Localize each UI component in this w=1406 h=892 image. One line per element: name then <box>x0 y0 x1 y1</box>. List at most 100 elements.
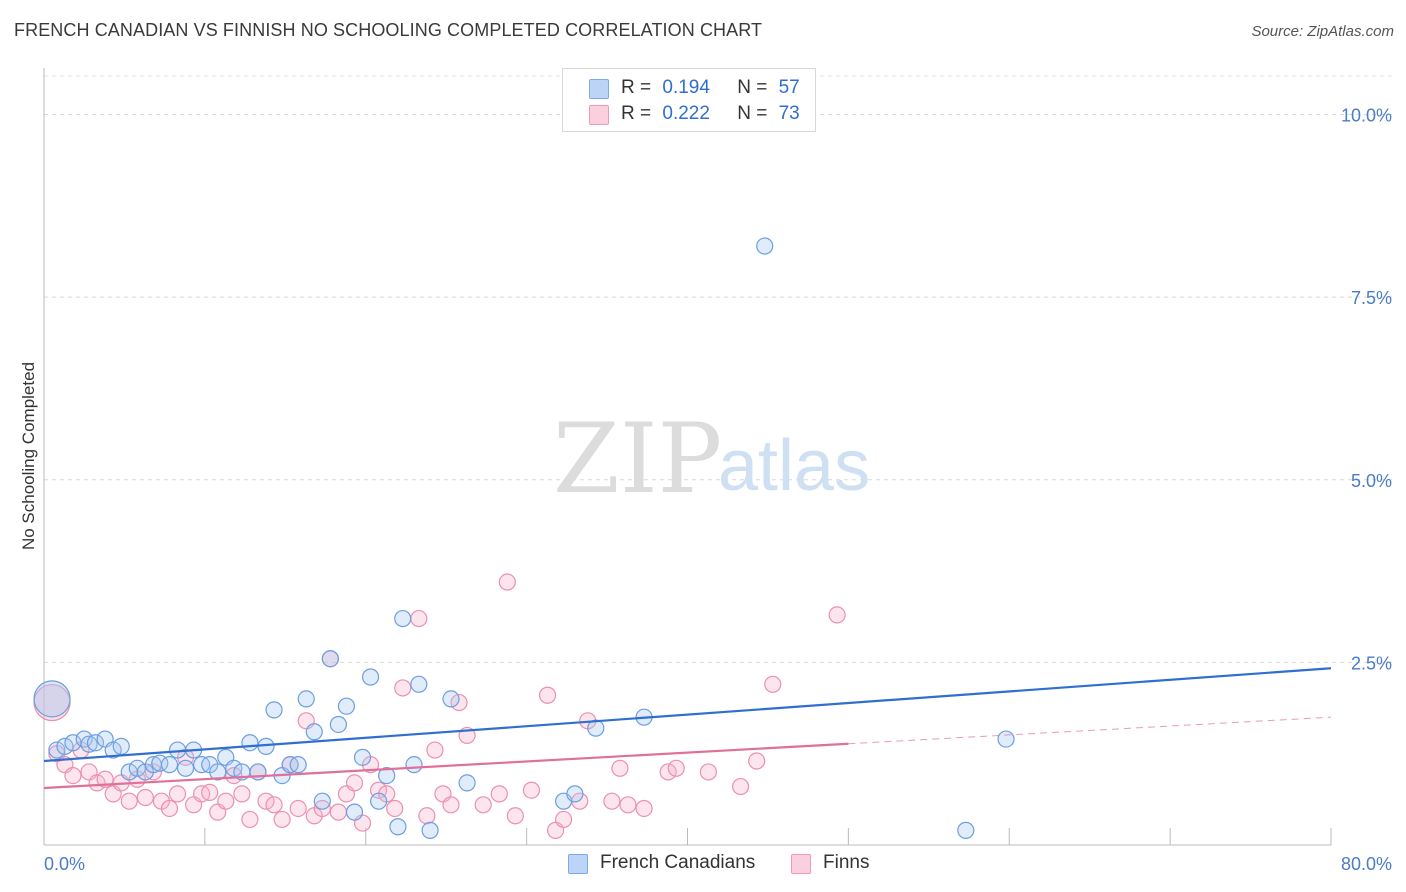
french-point-54 <box>756 237 774 255</box>
x-tick-label-max: 80.0% <box>1341 854 1392 874</box>
french-point-25 <box>241 734 259 752</box>
finns-point-10 <box>120 792 138 810</box>
watermark-zip: ZIP <box>553 403 722 515</box>
finns-point-62 <box>611 759 629 777</box>
french-point-5 <box>80 735 98 753</box>
finns-point-29 <box>273 810 291 829</box>
finns-point-28 <box>265 796 283 814</box>
finns-point-27 <box>257 792 275 810</box>
finns-point-52 <box>490 785 508 803</box>
french-point-34 <box>313 792 331 810</box>
finns-point-65 <box>659 763 677 781</box>
finns-point-69 <box>748 752 766 770</box>
finns-point-34 <box>313 799 331 818</box>
finns-point-56 <box>538 686 557 704</box>
finns-point-51 <box>474 796 492 814</box>
finns-point-31 <box>289 799 307 818</box>
finns-point-16 <box>168 785 187 803</box>
finns-point-43 <box>386 799 404 818</box>
french-point-41 <box>370 792 388 810</box>
french-point-21 <box>209 763 227 781</box>
finns-point-20 <box>201 783 219 802</box>
french-point-8 <box>104 741 122 759</box>
watermark-atlas: atlas <box>718 426 870 506</box>
y-axis-title: No Schooling Completed <box>19 362 38 550</box>
finns-point-36 <box>329 803 348 821</box>
legend-r-label-2: R = <box>621 103 652 124</box>
french-point-2 <box>56 737 74 755</box>
trend-lines <box>43 667 1332 790</box>
x-axis-ticks <box>204 828 1332 845</box>
gridlines <box>44 75 1392 663</box>
finns-point-70 <box>764 675 782 693</box>
french-point-37 <box>337 697 356 715</box>
finns-point-46 <box>426 741 444 759</box>
finns-point-23 <box>225 767 243 785</box>
french-point-32 <box>297 690 315 708</box>
finns-point-12 <box>136 788 154 807</box>
y-tick-labels: 2.5% 5.0% 7.5% 10.0% <box>1341 106 1392 674</box>
legend-n-label-2: N = <box>737 103 768 124</box>
finns-point-24 <box>233 785 251 803</box>
finns-point-68 <box>731 777 750 796</box>
finns-point-49 <box>450 693 468 712</box>
y-tick-label-1: 5.0% <box>1351 471 1392 491</box>
finns-point-54 <box>506 807 524 825</box>
french-point-4 <box>75 730 93 748</box>
finns-points <box>33 573 846 839</box>
finns-point-38 <box>345 774 364 792</box>
finns-point-25 <box>241 810 259 829</box>
legend-n-value-2: 73 <box>778 103 800 124</box>
finns-point-66 <box>667 759 685 777</box>
finns-point-6 <box>88 774 106 792</box>
series-legend: French Canadians Finns <box>0 852 1406 878</box>
y-tick-label-3: 10.0% <box>1341 106 1392 126</box>
trend-line-finns-extension <box>848 716 1332 745</box>
french-points <box>33 237 1015 839</box>
finns-point-64 <box>635 799 653 818</box>
legend-label-finns: Finns <box>823 852 870 873</box>
french-point-38 <box>345 803 364 821</box>
legend-r-value-2: 0.222 <box>662 103 710 124</box>
french-point-40 <box>361 668 380 686</box>
french-point-55 <box>997 730 1015 748</box>
french-point-42 <box>378 767 396 785</box>
finns-point-7 <box>96 770 114 788</box>
french-point-49 <box>458 774 476 792</box>
french-point-39 <box>353 748 372 766</box>
finns-point-44 <box>394 679 412 697</box>
finns-point-3 <box>64 767 82 785</box>
legend-swatch-french <box>589 79 609 99</box>
french-point-36 <box>329 715 348 734</box>
french-point-33 <box>305 723 323 741</box>
french-point-51 <box>566 785 584 803</box>
finns-point-22 <box>217 792 235 810</box>
legend-swatch-french-bottom <box>568 854 588 874</box>
finns-point-58 <box>555 810 573 829</box>
french-point-6 <box>86 734 105 752</box>
legend-n-value-1: 57 <box>778 77 800 98</box>
legend-swatch-finns <box>589 105 609 125</box>
finns-point-53 <box>498 573 516 591</box>
chart-title: FRENCH CANADIAN VS FINNISH NO SCHOOLING … <box>14 20 763 40</box>
finns-point-15 <box>160 799 179 818</box>
french-point-46 <box>410 675 428 693</box>
french-point-31 <box>289 756 307 774</box>
french-point-44 <box>394 609 412 628</box>
french-point-48 <box>442 690 460 708</box>
finns-point-67 <box>699 763 718 781</box>
legend-label-french-canadians: French Canadians <box>600 852 756 873</box>
finns-point-45 <box>410 609 428 628</box>
french-point-47 <box>421 821 439 839</box>
legend-r-value-1: 0.194 <box>662 77 710 98</box>
legend-n-label-1: N = <box>737 77 768 98</box>
french-point-45 <box>405 756 423 774</box>
french-point-15 <box>160 756 179 774</box>
source-label: Source: ZipAtlas.com <box>1251 23 1394 40</box>
french-point-17 <box>176 759 195 777</box>
correlation-legend: R = 0.194 N = 57 R = 0.222 N = 73 <box>562 68 816 132</box>
french-point-0 <box>33 680 71 718</box>
y-tick-label-0: 2.5% <box>1351 653 1392 673</box>
french-point-11 <box>128 759 146 777</box>
